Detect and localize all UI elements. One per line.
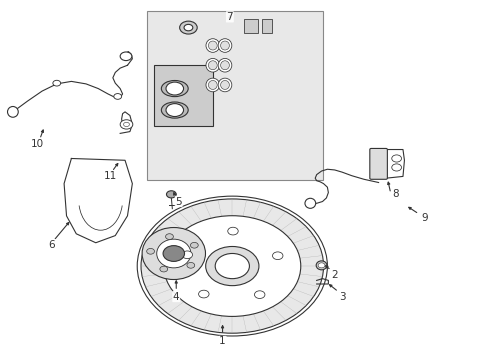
Circle shape: [123, 122, 129, 127]
Bar: [147, 12, 322, 180]
Circle shape: [391, 164, 401, 171]
Ellipse shape: [220, 81, 229, 89]
Circle shape: [141, 199, 323, 333]
Circle shape: [198, 290, 209, 298]
Circle shape: [120, 120, 133, 129]
Ellipse shape: [205, 58, 219, 72]
Circle shape: [179, 21, 197, 34]
Circle shape: [163, 246, 184, 261]
Circle shape: [120, 52, 132, 60]
Bar: [244, 19, 258, 33]
Text: 1: 1: [219, 336, 225, 346]
Circle shape: [227, 227, 238, 235]
Text: 10: 10: [31, 139, 44, 149]
Text: 7: 7: [226, 12, 233, 22]
Ellipse shape: [218, 39, 231, 52]
Circle shape: [318, 263, 325, 268]
Circle shape: [160, 266, 167, 272]
Circle shape: [391, 155, 401, 162]
Text: 5: 5: [175, 197, 182, 207]
Circle shape: [205, 247, 259, 285]
Circle shape: [114, 94, 122, 99]
Circle shape: [272, 252, 283, 260]
Ellipse shape: [305, 198, 315, 208]
Ellipse shape: [205, 78, 219, 92]
Circle shape: [183, 24, 192, 31]
Bar: [261, 19, 272, 33]
Circle shape: [163, 216, 300, 316]
Text: 4: 4: [173, 292, 179, 302]
Ellipse shape: [157, 239, 190, 268]
Text: 3: 3: [338, 292, 345, 302]
Text: 9: 9: [421, 213, 427, 222]
Circle shape: [165, 234, 173, 239]
Circle shape: [186, 262, 194, 268]
Ellipse shape: [7, 107, 18, 117]
Circle shape: [215, 253, 249, 279]
Ellipse shape: [208, 81, 217, 89]
Ellipse shape: [220, 61, 229, 70]
FancyBboxPatch shape: [369, 148, 386, 179]
Circle shape: [182, 251, 192, 258]
Ellipse shape: [205, 39, 219, 52]
Circle shape: [165, 104, 183, 117]
Ellipse shape: [161, 81, 188, 96]
Ellipse shape: [208, 41, 217, 50]
Ellipse shape: [218, 78, 231, 92]
Circle shape: [190, 242, 198, 248]
Circle shape: [137, 196, 327, 336]
Text: 2: 2: [331, 270, 337, 280]
Ellipse shape: [218, 58, 231, 72]
Circle shape: [165, 82, 183, 95]
Text: 8: 8: [391, 189, 398, 199]
Circle shape: [166, 191, 176, 198]
Ellipse shape: [208, 61, 217, 70]
Circle shape: [53, 80, 61, 86]
Ellipse shape: [161, 102, 188, 118]
Text: 6: 6: [48, 239, 55, 249]
Text: 11: 11: [103, 171, 117, 181]
Ellipse shape: [316, 261, 326, 270]
Ellipse shape: [220, 41, 229, 50]
Ellipse shape: [142, 228, 205, 279]
Circle shape: [146, 248, 154, 254]
Circle shape: [254, 291, 264, 298]
Bar: [154, 65, 212, 126]
